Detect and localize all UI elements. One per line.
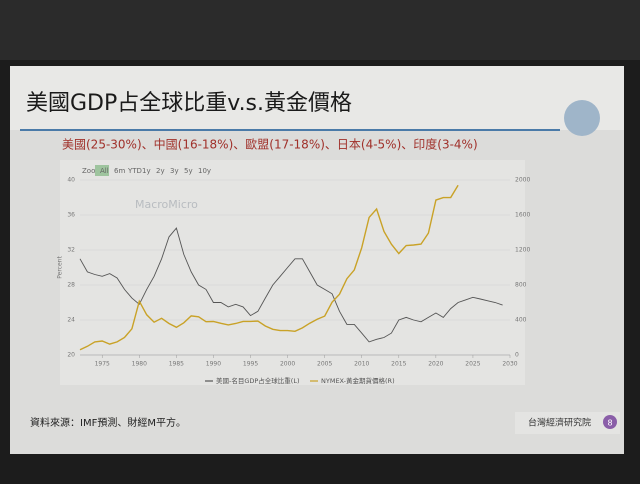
y2-tick-label: 0 — [515, 352, 519, 359]
globe — [564, 100, 600, 136]
zoom-button[interactable]: All — [100, 167, 109, 175]
legend-label: NYMEX-黃金期貨價格(R) — [321, 376, 395, 385]
chart-panel — [60, 160, 525, 385]
zoom-button[interactable]: 2y — [156, 167, 165, 175]
legend-label: 美國-名目GDP占全球比重(L) — [216, 376, 300, 385]
y-tick-label: 36 — [67, 212, 75, 219]
x-tick-label: 2010 — [354, 361, 369, 368]
title: 美國GDP占全球比重v.s.黃金價格 — [26, 91, 352, 116]
zoom-button[interactable]: 5y — [184, 167, 193, 175]
x-tick-label: 2030 — [502, 361, 517, 368]
zoom-button[interactable]: 1y — [142, 167, 151, 175]
series-line — [79, 184, 459, 351]
y-tick-label: 24 — [67, 317, 75, 324]
logo: 台灣經濟研究院 — [528, 417, 591, 429]
page-number: 8 — [607, 419, 612, 428]
x-tick-label: 1980 — [132, 361, 147, 368]
title-band — [10, 66, 624, 130]
wall — [0, 0, 640, 60]
y-tick-label: 32 — [67, 247, 75, 254]
zoom-button[interactable]: YTD — [127, 167, 142, 175]
page-badge — [603, 415, 617, 429]
logo-box — [515, 412, 620, 434]
x-tick-label: 2015 — [391, 361, 406, 368]
series-line — [79, 227, 503, 343]
y-tick-label: 28 — [67, 282, 75, 289]
x-tick-label: 2000 — [280, 361, 295, 368]
x-tick-label: 2020 — [428, 361, 443, 368]
y2-tick-label: 1200 — [515, 247, 530, 254]
y-axis-label: Percent — [57, 256, 64, 279]
y-tick-label: 40 — [67, 177, 75, 184]
y2-tick-label: 2000 — [515, 177, 530, 184]
subtitle: 美國(25-30%)、中國(16-18%)、歐盟(17-18%)、日本(4-5%… — [62, 137, 478, 152]
zoom-label: Zoom — [82, 167, 102, 175]
y2-tick-label: 400 — [515, 317, 527, 324]
zoom-active — [95, 165, 109, 176]
zoom-button[interactable]: 10y — [198, 167, 211, 175]
x-tick-label: 2025 — [465, 361, 480, 368]
y2-tick-label: 800 — [515, 282, 527, 289]
source: 資料來源：IMF預測、財經M平方。 — [30, 416, 186, 429]
x-tick-label: 1975 — [95, 361, 110, 368]
zoom-button[interactable]: 6m — [114, 167, 125, 175]
zoom-button[interactable]: 3y — [170, 167, 179, 175]
x-tick-label: 2005 — [317, 361, 332, 368]
x-tick-label: 1985 — [169, 361, 184, 368]
y-tick-label: 20 — [67, 352, 75, 359]
x-tick-label: 1990 — [206, 361, 221, 368]
x-tick-label: 1995 — [243, 361, 258, 368]
watermark: MacroMicro — [135, 198, 198, 211]
y2-tick-label: 1600 — [515, 212, 530, 219]
